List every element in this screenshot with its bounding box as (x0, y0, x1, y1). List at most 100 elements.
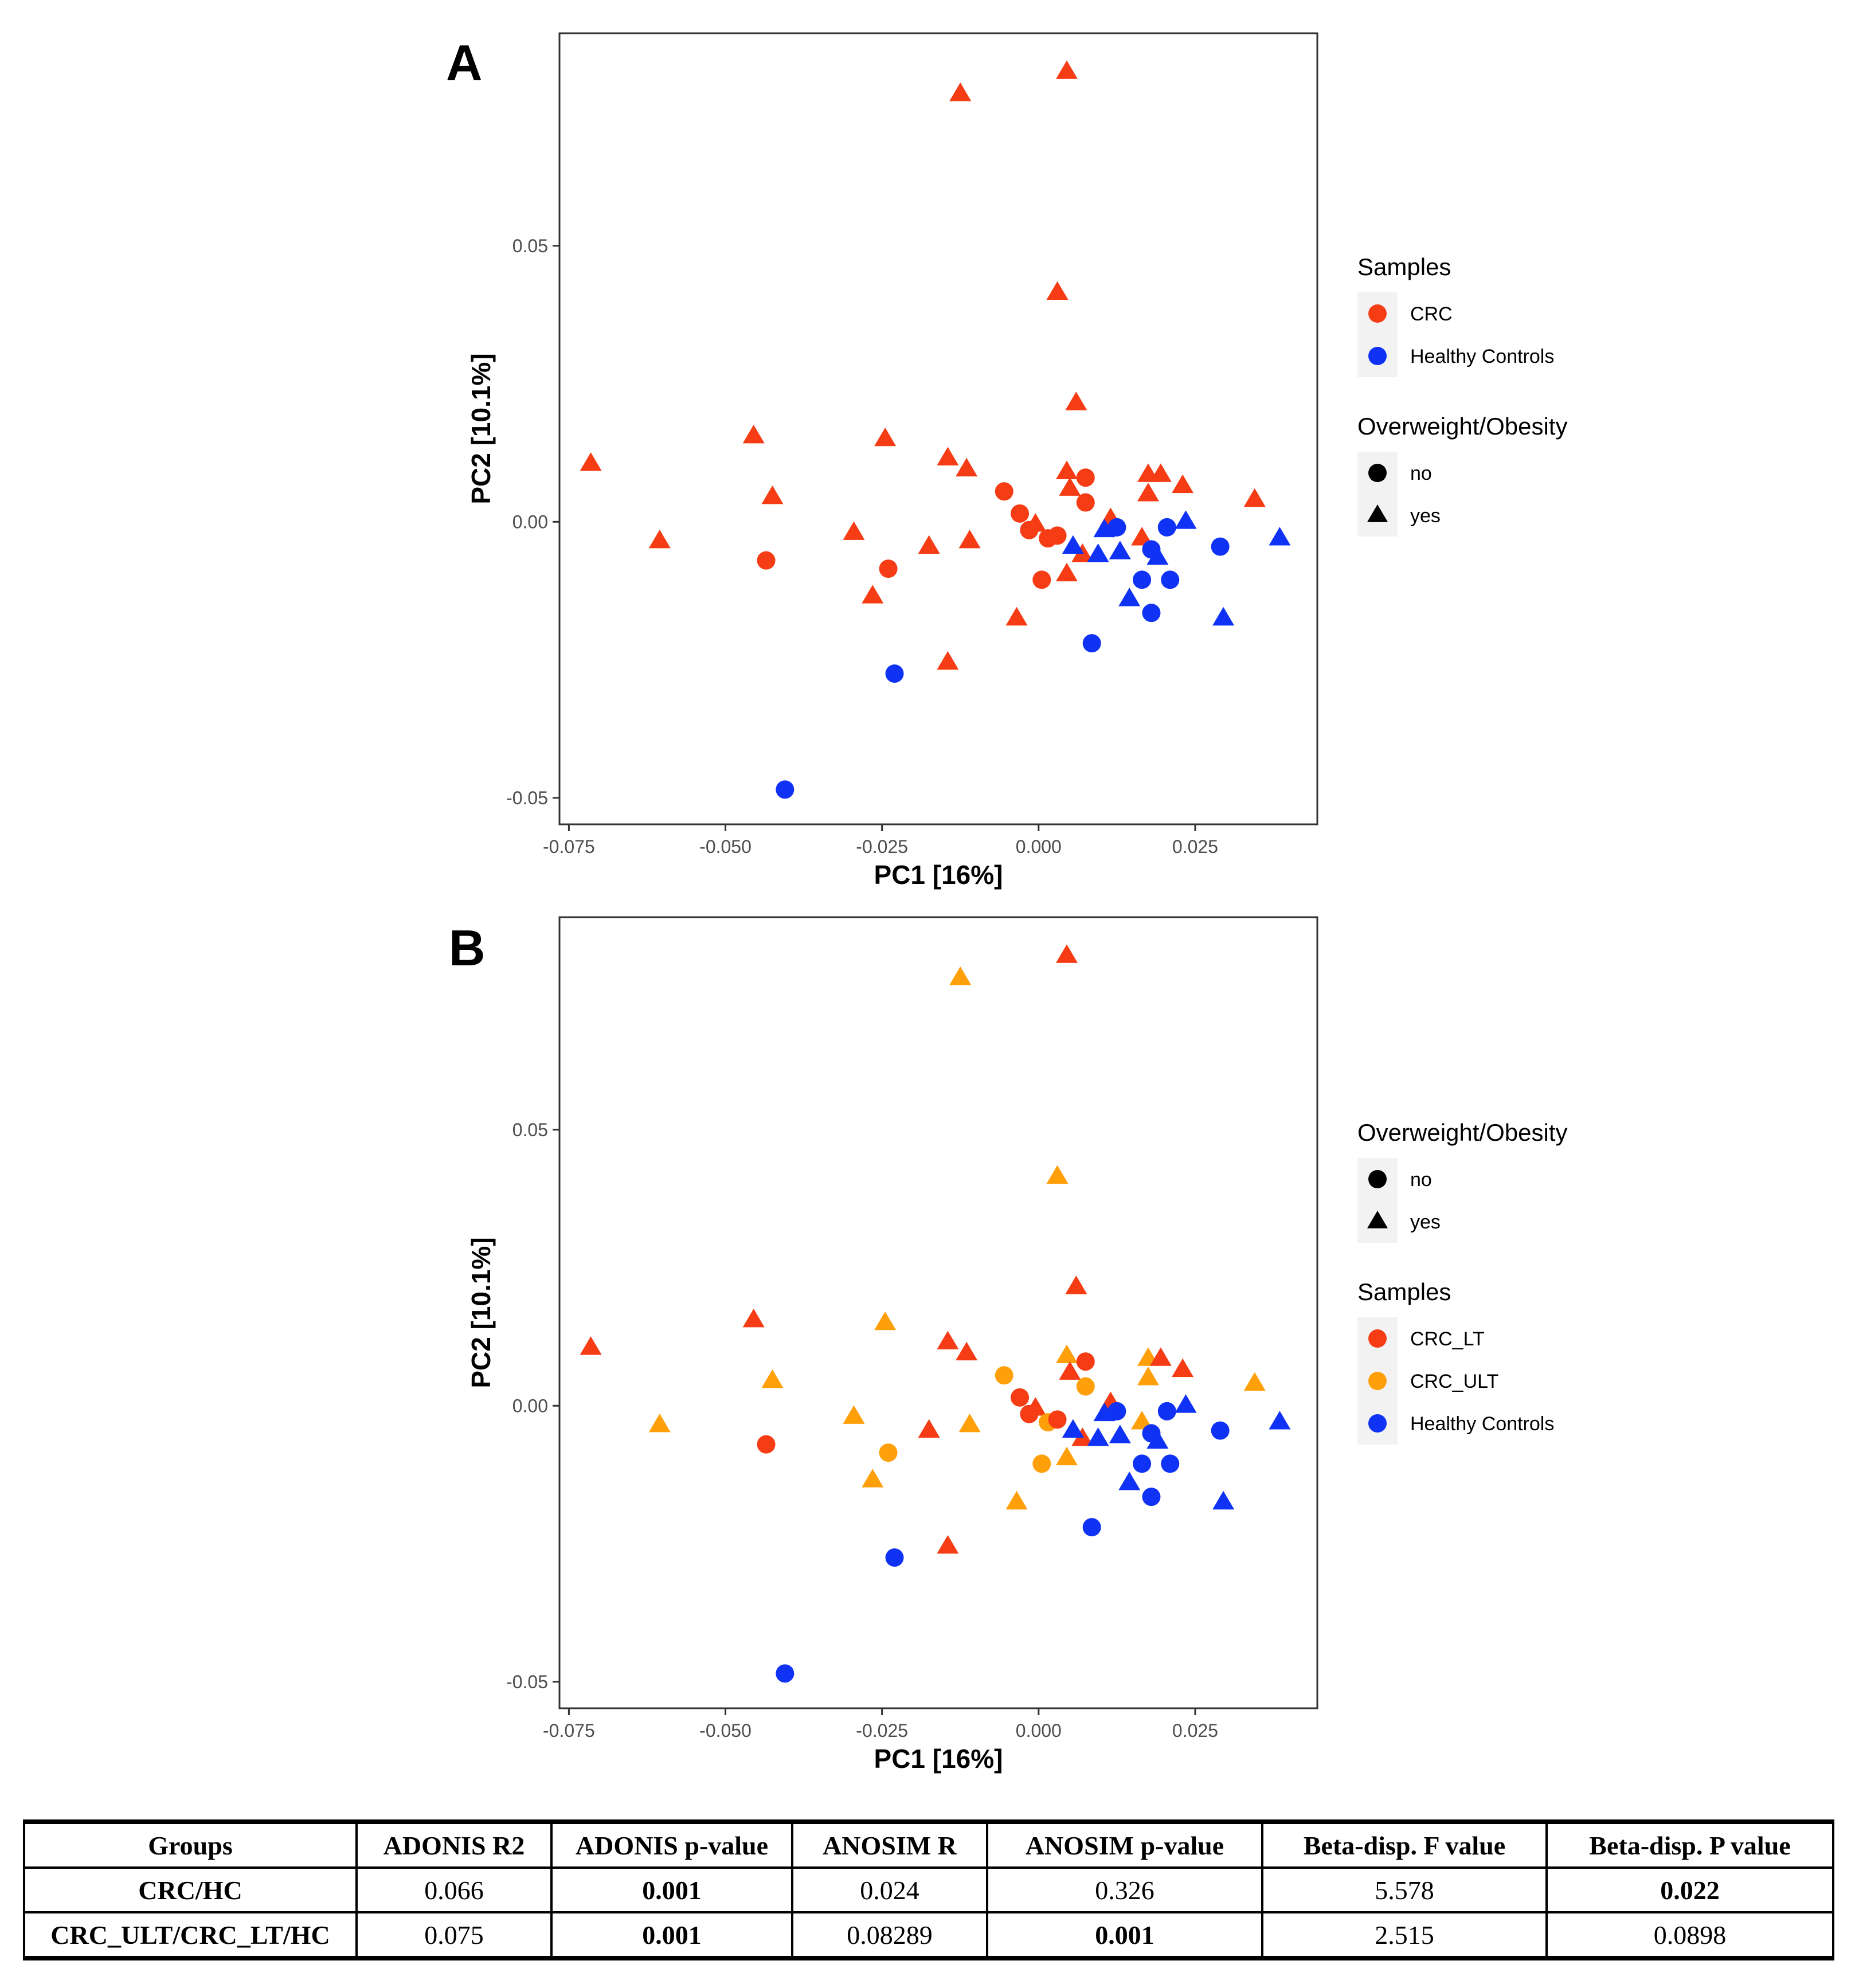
table-header-cell: Beta-disp. F value (1261, 1819, 1548, 1869)
data-point-triangle (1005, 1490, 1028, 1510)
panel-a-points (580, 60, 1291, 799)
data-point-circle (1161, 1454, 1180, 1473)
table-header-cell: Beta-disp. P value (1545, 1819, 1834, 1869)
data-point-triangle (1175, 510, 1197, 529)
data-point-triangle (1055, 1446, 1078, 1466)
data-point-circle (885, 1548, 904, 1567)
data-point-triangle (1062, 1419, 1084, 1438)
table-cell: CRC/HC (23, 1866, 358, 1913)
table-cell: 0.022 (1545, 1866, 1834, 1913)
table-header-cell: ADONIS p-value (550, 1819, 793, 1869)
data-point-triangle (1175, 1394, 1197, 1413)
panel-a-axis-ticks: -0.075 -0.050 -0.025 0.000 0.025 -0.05 0.00 0.0… (506, 236, 1218, 857)
data-point-circle (1133, 1454, 1152, 1473)
data-point-triangle (862, 1469, 884, 1488)
data-point-triangle (1065, 392, 1087, 410)
data-point-circle (1082, 1518, 1101, 1537)
data-point-triangle (1149, 463, 1172, 482)
data-point-triangle (1046, 1165, 1069, 1184)
data-point-circle (995, 1366, 1013, 1385)
panel-b-plot-border (558, 916, 1318, 1709)
table-cell: 2.515 (1261, 1911, 1548, 1960)
data-point-triangle (761, 485, 784, 504)
data-point-circle (879, 559, 898, 578)
panel-b-x-axis-title: PC1 [16%] (874, 1744, 1003, 1774)
x-tick-label: -0.075 (543, 836, 595, 857)
panel-a-label: A (446, 34, 483, 91)
panel-b-y-axis-title: PC2 [10.1%] (466, 1237, 496, 1388)
data-point-circle (885, 664, 904, 683)
data-point-circle (1142, 540, 1161, 559)
data-point-circle (1020, 1404, 1039, 1423)
data-point-triangle (648, 529, 671, 549)
data-point-triangle (1212, 606, 1235, 626)
table-header-cell: ANOSIM R (791, 1819, 988, 1869)
data-point-triangle (1118, 588, 1141, 606)
data-point-circle (1157, 1402, 1176, 1420)
data-point-triangle (1137, 483, 1160, 502)
data-point-triangle (1005, 606, 1028, 626)
legend-label: yes (1410, 1211, 1441, 1233)
data-point-triangle (937, 447, 959, 465)
data-point-triangle (1059, 477, 1081, 496)
data-point-triangle (958, 1413, 981, 1433)
data-point-circle (1011, 1388, 1030, 1407)
legend-key-triangle (1367, 1211, 1388, 1228)
data-point-triangle (918, 1419, 940, 1438)
legend-key-circle (1368, 347, 1387, 365)
table-cell: CRC_ULT/CRC_LT/HC (23, 1911, 358, 1960)
legend-label: CRC_ULT (1410, 1371, 1498, 1392)
y-tick-label: 0.05 (512, 1120, 548, 1140)
table-cell: 0.001 (550, 1866, 793, 1913)
data-point-circle (776, 780, 795, 799)
data-point-triangle (1109, 1425, 1131, 1443)
data-point-triangle (1087, 543, 1109, 562)
data-point-triangle (1172, 1358, 1194, 1377)
table-cell: 0.001 (550, 1911, 793, 1960)
data-point-triangle (742, 1309, 765, 1328)
data-point-circle (1076, 493, 1095, 512)
legend-key-circle (1368, 304, 1387, 323)
legend-key-circle (1368, 464, 1387, 482)
data-point-triangle (1055, 60, 1078, 79)
table-header-cell: ANOSIM p-value (986, 1819, 1263, 1869)
panel-a-legend: Samples CRC Healthy Controls Overweight/Obe… (1357, 253, 1567, 537)
legend-title: Samples (1357, 1278, 1451, 1305)
table-cell: 0.326 (986, 1866, 1263, 1913)
legend-label: CRC_LT (1410, 1328, 1485, 1350)
y-tick-label: 0.00 (512, 511, 548, 532)
x-tick-label: 0.025 (1172, 836, 1218, 857)
panel-b-label: B (449, 919, 486, 976)
data-point-triangle (761, 1369, 784, 1388)
y-tick-label: -0.05 (506, 788, 548, 808)
panel-b-axis-ticks: -0.075 -0.050 -0.025 0.000 0.025 -0.05 0.00 0.0… (506, 1120, 1218, 1741)
data-point-triangle (1055, 460, 1078, 479)
table-cell: 0.001 (986, 1911, 1263, 1960)
data-point-triangle (1055, 944, 1078, 963)
data-point-triangle (918, 535, 940, 554)
data-point-circle (1142, 1488, 1161, 1506)
data-point-circle (995, 482, 1013, 501)
data-point-triangle (742, 425, 765, 444)
x-tick-label: -0.075 (543, 1720, 595, 1741)
x-tick-label: -0.050 (699, 1720, 752, 1741)
data-point-circle (757, 551, 776, 570)
data-point-circle (757, 1435, 776, 1454)
data-point-circle (776, 1664, 795, 1683)
data-point-circle (1107, 1402, 1126, 1420)
data-point-circle (1211, 1421, 1230, 1440)
y-tick-label: 0.05 (512, 236, 548, 256)
legend-key-triangle (1367, 504, 1388, 522)
data-point-triangle (958, 529, 981, 549)
data-point-triangle (1059, 1361, 1081, 1380)
table-cell: 0.08289 (791, 1911, 988, 1960)
data-point-circle (1142, 1424, 1161, 1443)
x-tick-label: 0.025 (1172, 1720, 1218, 1741)
data-point-triangle (1243, 488, 1266, 507)
data-point-triangle (956, 457, 978, 477)
legend-label: Healthy Controls (1410, 346, 1554, 367)
legend-title: Overweight/Obesity (1357, 1119, 1567, 1146)
legend-key-circle (1368, 1372, 1387, 1390)
data-point-triangle (843, 521, 865, 540)
